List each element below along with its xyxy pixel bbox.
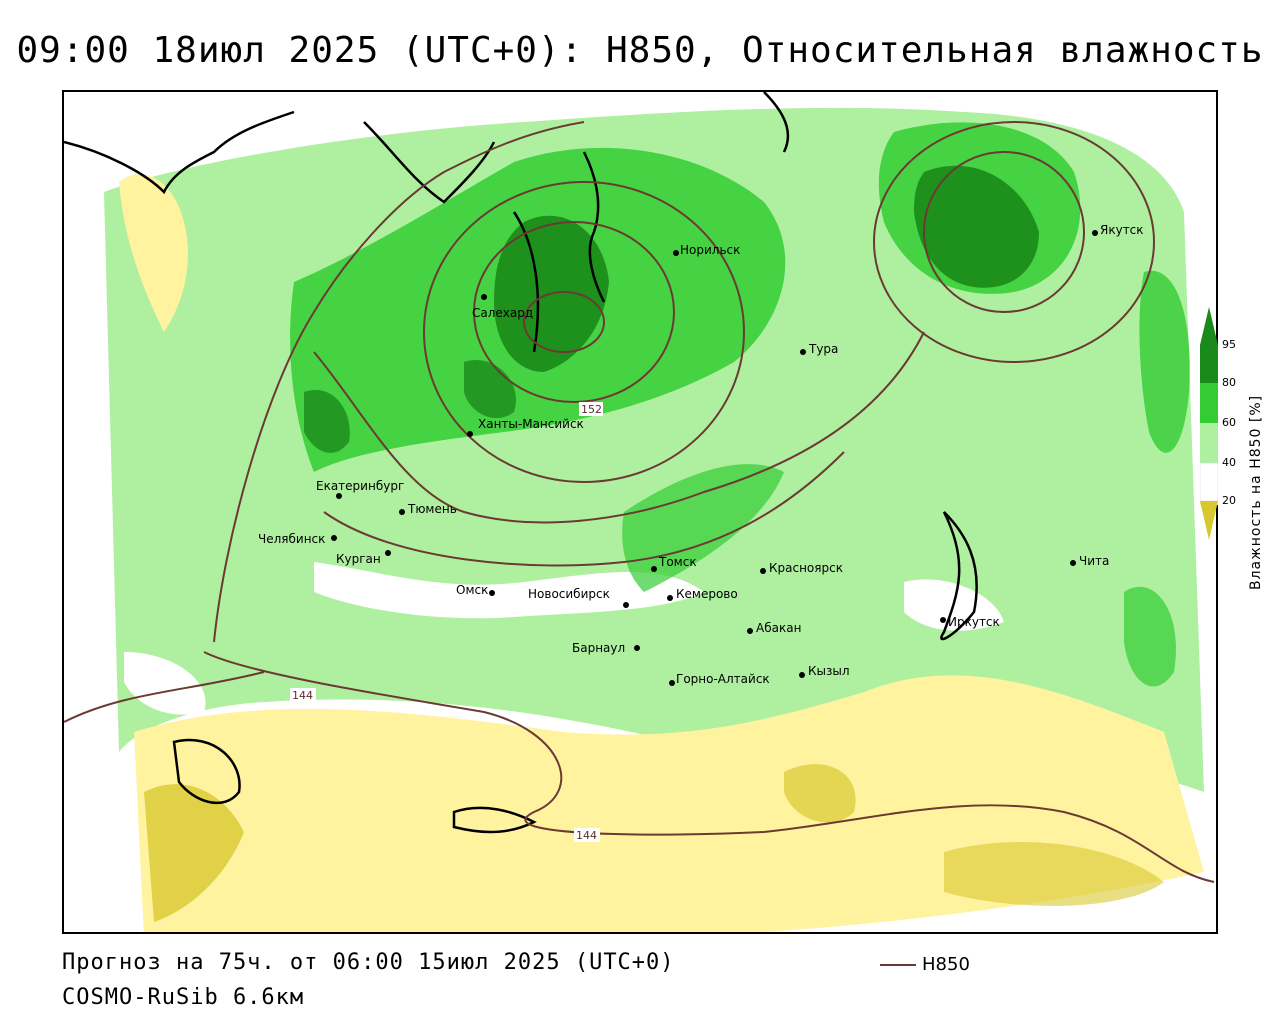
city-label-krasnoyarsk: Красноярск [769, 561, 843, 575]
h850-legend-label: H850 [922, 954, 970, 975]
city-label-tyumen: Тюмень [407, 502, 457, 516]
city-label-omsk: Омск [456, 583, 488, 597]
city-markers: Норильск Якутск Салехард Тура Ханты-Манс… [258, 223, 1144, 686]
weather-map: 152 144 144 Норильск Якутск Салехард Тур… [64, 92, 1216, 932]
colorbar-tick: 95 [1222, 338, 1236, 351]
colorbar-tick: 40 [1222, 456, 1236, 469]
city-label-kurgan: Курган [336, 552, 381, 566]
colorbar-tick: 20 [1222, 494, 1236, 507]
city-label-chelyabinsk: Челябинск [258, 532, 325, 546]
city-label-abakan: Абакан [756, 621, 801, 635]
city-label-norilsk: Норильск [680, 243, 740, 257]
city-label-salekhard: Салехард [472, 306, 533, 320]
colorbar-tick: 60 [1222, 416, 1236, 429]
contour-label: 152 [581, 403, 602, 416]
city-label-khanty-mansiysk: Ханты-Мансийск [478, 417, 584, 431]
colorbar-tick: 80 [1222, 376, 1236, 389]
map-area: 152 144 144 Норильск Якутск Салехард Тур… [62, 90, 1218, 934]
colorbar-title: Влажность на H850 [%] [1248, 394, 1264, 590]
model-info: COSMO-RuSib 6.6км [62, 985, 305, 1010]
h850-contours [64, 121, 1215, 883]
forecast-info: Прогноз на 75ч. от 06:00 15июл 2025 (UTC… [62, 950, 675, 975]
city-label-novosibirsk: Новосибирск [528, 587, 610, 601]
city-label-irkutsk: Иркутск [948, 615, 1000, 629]
map-title: 09:00 18июл 2025 (UTC+0): H850, Относите… [16, 30, 1264, 71]
city-label-kyzyl: Кызыл [808, 664, 850, 678]
contour-labels: 152 144 144 [290, 402, 603, 842]
city-label-gorno-altaysk: Горно-Алтайск [676, 672, 770, 686]
humidity-field-20 [134, 675, 1204, 932]
city-label-kemerovo: Кемерово [676, 587, 738, 601]
h850-legend-line [880, 964, 916, 966]
city-label-tomsk: Томск [658, 555, 697, 569]
city-label-tura: Тура [808, 342, 838, 356]
colorbar [1200, 307, 1218, 540]
city-label-barnaul: Барнаул [572, 641, 625, 655]
coastline [64, 92, 790, 353]
contour-label: 144 [576, 829, 597, 842]
city-label-chita: Чита [1079, 554, 1109, 568]
city-label-yekaterinburg: Екатеринбург [316, 479, 404, 493]
contour-label: 144 [292, 689, 313, 702]
city-label-yakutsk: Якутск [1100, 223, 1144, 237]
